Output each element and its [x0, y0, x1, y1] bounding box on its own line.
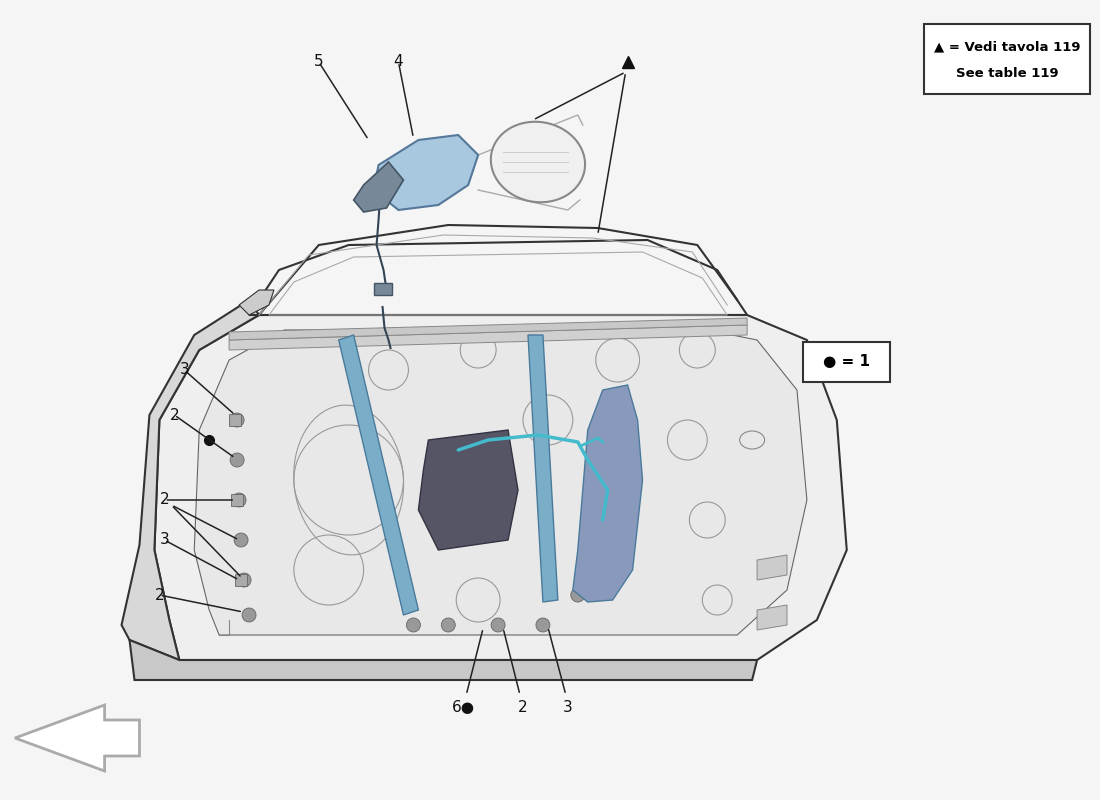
Circle shape: [491, 618, 505, 632]
Circle shape: [232, 493, 246, 507]
Text: See table 119: See table 119: [956, 67, 1058, 80]
Text: 3: 3: [160, 533, 169, 547]
Polygon shape: [130, 640, 757, 680]
Circle shape: [536, 618, 550, 632]
Polygon shape: [121, 300, 258, 660]
Polygon shape: [195, 330, 807, 635]
Circle shape: [406, 618, 420, 632]
Polygon shape: [15, 705, 140, 771]
Text: ▲ = Vedi tavola 119: ▲ = Vedi tavola 119: [934, 41, 1080, 54]
Text: a passion since 1985: a passion since 1985: [271, 474, 562, 502]
Polygon shape: [757, 605, 786, 630]
Text: 3: 3: [179, 362, 189, 378]
Text: 2: 2: [155, 587, 164, 602]
FancyBboxPatch shape: [924, 24, 1090, 94]
Circle shape: [601, 528, 615, 542]
Text: 4: 4: [394, 54, 404, 70]
Text: eurocares: eurocares: [190, 345, 642, 423]
Polygon shape: [418, 430, 518, 550]
Polygon shape: [428, 445, 508, 540]
Ellipse shape: [491, 122, 585, 202]
Text: 6●: 6●: [452, 701, 475, 715]
Polygon shape: [154, 315, 847, 660]
Text: 2: 2: [518, 701, 528, 715]
Polygon shape: [353, 162, 404, 212]
Text: 5: 5: [314, 54, 323, 70]
Polygon shape: [757, 555, 786, 580]
Text: 3: 3: [563, 701, 573, 715]
Bar: [229, 414, 241, 426]
Bar: [231, 494, 243, 506]
Circle shape: [242, 608, 256, 622]
Polygon shape: [374, 135, 478, 210]
Bar: [374, 283, 392, 295]
Polygon shape: [573, 385, 642, 602]
Text: ● = 1: ● = 1: [823, 354, 870, 370]
Circle shape: [441, 618, 455, 632]
Circle shape: [230, 413, 244, 427]
Circle shape: [234, 533, 248, 547]
FancyBboxPatch shape: [803, 342, 890, 382]
Polygon shape: [239, 290, 274, 315]
Circle shape: [571, 588, 585, 602]
Circle shape: [238, 573, 251, 587]
Circle shape: [230, 453, 244, 467]
Polygon shape: [229, 325, 747, 350]
Text: 2: 2: [160, 493, 169, 507]
Polygon shape: [528, 335, 558, 602]
Bar: [235, 574, 248, 586]
Text: 2: 2: [169, 407, 179, 422]
Polygon shape: [339, 335, 418, 615]
Polygon shape: [229, 318, 747, 340]
